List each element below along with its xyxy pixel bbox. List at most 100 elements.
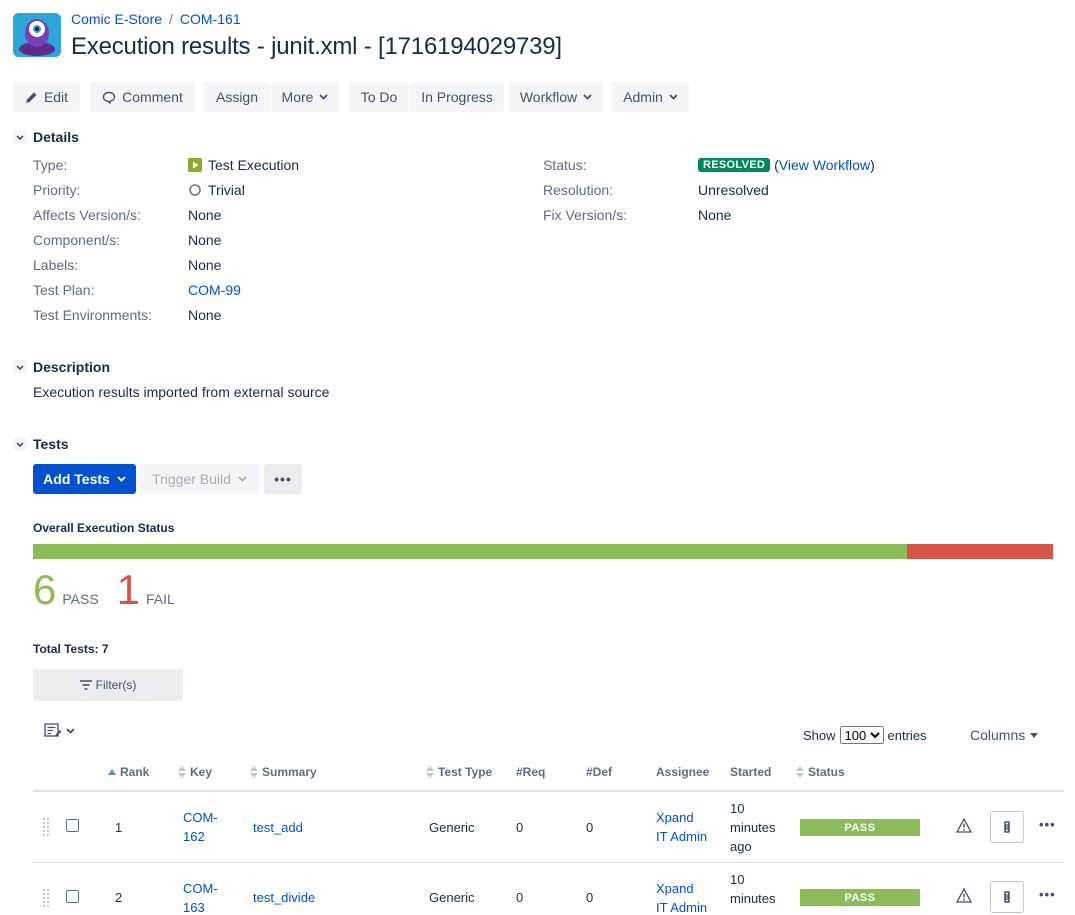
row-divider (33, 862, 1064, 863)
test-plan-label: Test Plan: (33, 282, 95, 298)
test-execution-icon (188, 158, 202, 172)
warning-icon[interactable] (956, 818, 972, 833)
entries-label: entries (887, 727, 927, 743)
test-plan-link[interactable]: COM-99 (188, 282, 241, 298)
columns-button[interactable]: Columns (970, 727, 1039, 743)
priority-label: Priority: (33, 182, 81, 198)
comment-button[interactable]: Comment (90, 82, 195, 112)
fail-segment (907, 544, 1053, 559)
trigger-build-button[interactable]: Trigger Build (140, 464, 259, 494)
assignee-link[interactable]: Xpand (656, 881, 694, 896)
execution-counts: 6 PASS 1 FAIL (33, 566, 193, 614)
assign-label: Assign (215, 89, 259, 105)
assignee-link[interactable]: Xpand (656, 810, 694, 825)
labels-value: None (188, 257, 222, 273)
description-section-toggle[interactable]: Description (13, 359, 110, 375)
key-link-line2[interactable]: 162 (183, 829, 205, 844)
add-tests-button[interactable]: Add Tests (33, 464, 136, 494)
def-cell: 0 (586, 820, 594, 835)
key-link[interactable]: COM- (183, 810, 218, 825)
started-cell-line3: ago (730, 910, 752, 915)
edit-button[interactable]: Edit (13, 82, 80, 112)
in-progress-label: In Progress (421, 89, 493, 105)
test-environments-value: None (188, 307, 222, 323)
summary-column-header[interactable]: Summary (250, 765, 317, 779)
sort-asc-icon (108, 769, 116, 775)
status-value: RESOLVED (View Workflow) (698, 157, 875, 173)
edit-label: Edit (43, 89, 69, 105)
sort-icon (796, 766, 804, 778)
def-cell: 0 (586, 890, 594, 905)
rank-cell: 1 (115, 820, 123, 835)
more-menu-button[interactable]: More (271, 82, 339, 112)
trigger-build-label: Trigger Build (152, 471, 231, 487)
description-text: Execution results imported from external… (33, 384, 330, 400)
execution-details-button[interactable] (990, 811, 1024, 843)
filters-button[interactable]: Filter(s) (33, 669, 183, 701)
key-link-line2[interactable]: 163 (183, 900, 205, 915)
drag-handle-icon[interactable] (42, 888, 50, 908)
sort-icon (426, 766, 434, 778)
summary-link[interactable]: test_divide (253, 890, 316, 905)
test-type-header-label: Test Type (438, 765, 493, 779)
list-edit-icon (44, 723, 62, 737)
caret-down-icon (1030, 732, 1039, 738)
admin-menu-button[interactable]: Admin (612, 82, 689, 112)
status-column-header[interactable]: Status (796, 765, 845, 779)
key-column-header[interactable]: Key (178, 765, 212, 779)
pencil-icon (25, 92, 37, 103)
affects-version-value: None (188, 207, 222, 223)
view-workflow-link[interactable]: View Workflow (778, 157, 871, 173)
details-section-toggle[interactable]: Details (13, 129, 79, 145)
project-avatar[interactable] (13, 13, 61, 57)
workflow-menu-button[interactable]: Workflow (509, 82, 603, 112)
drag-handle-icon[interactable] (42, 817, 50, 837)
breadcrumb-project[interactable]: Comic E-Store (71, 11, 163, 27)
todo-transition-button[interactable]: To Do (349, 82, 409, 112)
summary-header-label: Summary (262, 765, 317, 779)
trivial-priority-icon (189, 184, 201, 196)
tests-more-actions-button[interactable]: ••• (264, 464, 302, 494)
chevron-down-icon (669, 94, 678, 100)
priority-value: Trivial (188, 182, 245, 198)
type-label: Type: (33, 157, 68, 173)
key-header-label: Key (190, 765, 213, 779)
chevron-down-icon (583, 94, 592, 100)
overall-execution-status-label: Overall Execution Status (33, 521, 175, 535)
tests-section-toggle[interactable]: Tests (13, 436, 69, 452)
started-cell-line3: ago (730, 839, 752, 854)
execution-details-button[interactable] (990, 881, 1024, 913)
entries-select[interactable]: 100 (839, 726, 884, 744)
row-more-actions-icon[interactable]: ••• (1039, 817, 1056, 832)
assign-button[interactable]: Assign (204, 82, 270, 112)
row-more-actions-icon[interactable]: ••• (1039, 887, 1056, 902)
breadcrumb-issue[interactable]: COM-161 (179, 11, 241, 27)
row-checkbox[interactable] (66, 819, 79, 832)
key-link[interactable]: COM- (183, 881, 218, 896)
alien-logo-icon (13, 13, 61, 57)
details-heading: Details (33, 129, 79, 145)
started-cell-line2: minutes (730, 891, 776, 906)
total-tests: Total Tests: 7 (33, 642, 109, 656)
column-chooser-button[interactable] (44, 723, 75, 739)
test-type-column-header[interactable]: Test Type (426, 765, 492, 779)
rank-column-header[interactable]: Rank (108, 765, 149, 779)
comment-label: Comment (122, 89, 183, 105)
summary-link[interactable]: test_add (253, 820, 303, 835)
details-icon (1004, 821, 1010, 833)
req-header-label: #Req (516, 765, 546, 779)
entries-control: Show 100 entries (803, 726, 927, 744)
sort-icon (250, 766, 258, 778)
assignee-link-line2[interactable]: IT Admin (656, 829, 708, 844)
started-column-header: Started (730, 765, 771, 779)
warning-icon[interactable] (956, 888, 972, 903)
row-checkbox[interactable] (66, 890, 79, 903)
assignee-link-line2[interactable]: IT Admin (656, 900, 708, 915)
view-workflow-wrapper: (View Workflow) (774, 157, 875, 173)
execution-status-bar (33, 544, 1053, 559)
admin-label: Admin (623, 89, 663, 105)
add-tests-label: Add Tests (43, 471, 110, 487)
rank-cell: 2 (115, 890, 123, 905)
in-progress-transition-button[interactable]: In Progress (410, 82, 504, 112)
def-header-label: #Def (586, 765, 613, 779)
